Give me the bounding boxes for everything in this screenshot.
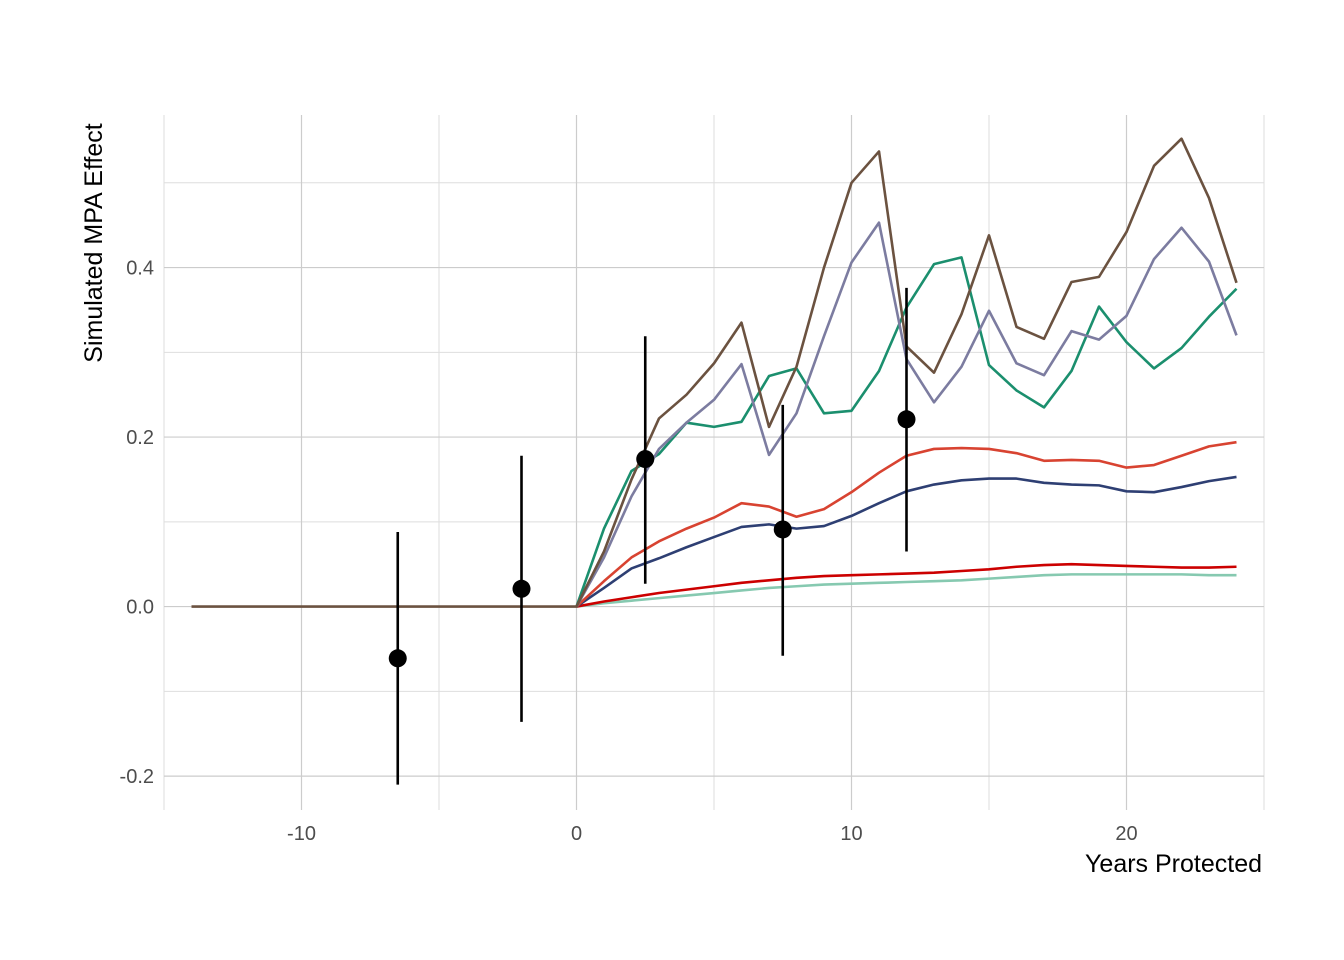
grid-major bbox=[164, 115, 1264, 810]
grid-minor bbox=[163, 115, 1265, 810]
tick-labels: -10 0 10 20 -0.2 0.0 0.2 0.4 bbox=[120, 258, 1138, 845]
series-line bbox=[576, 562, 1237, 608]
data-point bbox=[773, 520, 792, 539]
data-point bbox=[388, 649, 407, 668]
x-axis-title: Years Protected bbox=[1085, 850, 1262, 878]
x-tick-label: -10 bbox=[287, 823, 316, 845]
y-tick-label: 0.2 bbox=[126, 427, 154, 449]
x-tick-label: 0 bbox=[571, 823, 582, 845]
y-tick-label: -0.2 bbox=[120, 766, 154, 788]
x-tick-label: 10 bbox=[840, 823, 862, 845]
data-point bbox=[897, 410, 916, 429]
series-line bbox=[191, 137, 1238, 608]
x-tick-label: 20 bbox=[1115, 823, 1137, 845]
series-line bbox=[576, 573, 1237, 608]
y-axis-title: Simulated MPA Effect bbox=[80, 123, 108, 363]
y-tick-label: 0.4 bbox=[126, 258, 154, 280]
y-tick-label: 0.0 bbox=[126, 597, 154, 619]
data-point bbox=[512, 579, 531, 598]
points-layer bbox=[388, 287, 916, 785]
data-point bbox=[636, 450, 655, 469]
